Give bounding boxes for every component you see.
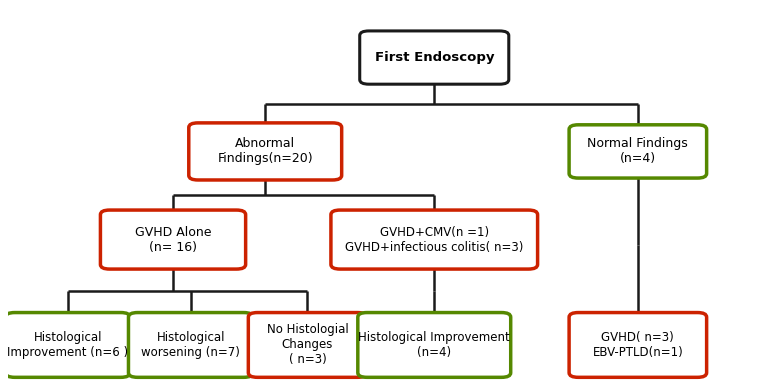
Text: Histological
worsening (n=7): Histological worsening (n=7) (141, 331, 240, 359)
FancyBboxPatch shape (569, 312, 706, 377)
FancyBboxPatch shape (129, 312, 253, 377)
FancyBboxPatch shape (331, 210, 538, 269)
Text: Normal Findings
(n=4): Normal Findings (n=4) (587, 137, 688, 165)
Text: Histological
Improvement (n=6 ): Histological Improvement (n=6 ) (7, 331, 129, 359)
Text: GVHD Alone
(n= 16): GVHD Alone (n= 16) (135, 226, 211, 254)
Text: No Histologial
Changes
( n=3): No Histologial Changes ( n=3) (267, 323, 348, 366)
FancyBboxPatch shape (100, 210, 245, 269)
FancyBboxPatch shape (5, 312, 130, 377)
Text: Histological Improvement
(n=4): Histological Improvement (n=4) (358, 331, 510, 359)
FancyBboxPatch shape (249, 312, 367, 377)
FancyBboxPatch shape (360, 31, 509, 84)
Text: GVHD+CMV(n =1)
GVHD+infectious colitis( n=3): GVHD+CMV(n =1) GVHD+infectious colitis( … (345, 226, 524, 254)
Text: GVHD( n=3)
EBV-PTLD(n=1): GVHD( n=3) EBV-PTLD(n=1) (593, 331, 683, 359)
Text: First Endoscopy: First Endoscopy (375, 51, 494, 64)
FancyBboxPatch shape (358, 312, 510, 377)
FancyBboxPatch shape (569, 125, 706, 178)
FancyBboxPatch shape (189, 123, 342, 180)
Text: Abnormal
Findings(n=20): Abnormal Findings(n=20) (217, 137, 313, 165)
